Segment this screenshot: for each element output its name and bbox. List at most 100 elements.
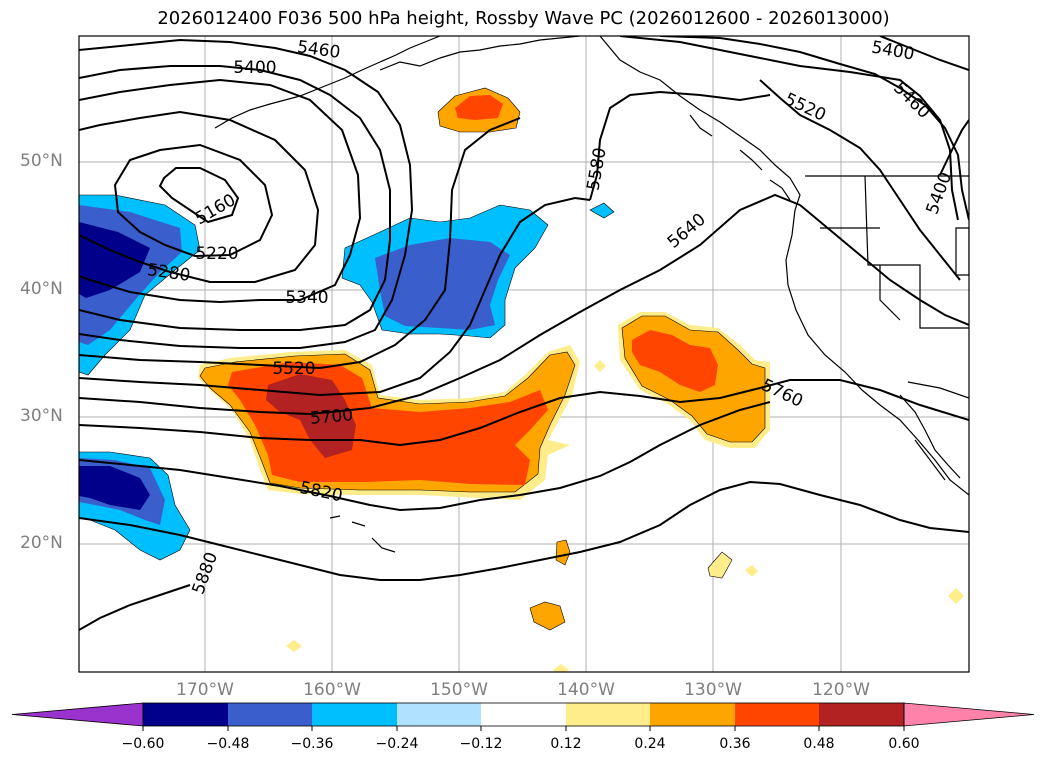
contour-label-5880: 5880 — [189, 550, 223, 597]
colorbar-tick-label: 0.48 — [803, 736, 835, 752]
colorbar-tick-label: −0.36 — [290, 736, 334, 752]
contour-label-5700: 5700 — [309, 405, 354, 429]
shade-pos-blob-4 — [745, 565, 758, 577]
colorbar-tick-label: −0.48 — [206, 736, 250, 752]
contour-east-extra — [879, 36, 969, 71]
lon-label-170w: 170°W — [176, 680, 234, 700]
contour-5820 — [79, 480, 969, 581]
map-area: 5460 5400 5400 5520 5460 5400 5580 5160 … — [79, 36, 969, 672]
contour-label-5580: 5580 — [583, 146, 610, 192]
colorbar-tick-label: −0.12 — [459, 736, 503, 752]
contour-label-5400-west: 5400 — [233, 58, 276, 78]
contour-label-5220: 5220 — [195, 244, 238, 264]
colorbar-segment-3 — [312, 703, 397, 726]
colorbar-tick-label: −0.60 — [121, 736, 165, 752]
shade-neg-small — [589, 202, 615, 219]
shade-pos-blob-7 — [948, 588, 964, 604]
height-contours — [79, 36, 969, 631]
contour-5760 — [79, 401, 771, 512]
contour-label-5520-central: 5520 — [272, 359, 315, 379]
contour-5580 — [79, 196, 591, 397]
contour-5460-west — [79, 38, 414, 349]
contour-label-5400-east: 5400 — [923, 170, 957, 217]
contour-5160 — [158, 167, 240, 224]
lon-label-140w: 140°W — [557, 680, 615, 700]
contour-5220 — [113, 143, 274, 258]
contour-label-5520-northeast: 5520 — [781, 89, 829, 125]
colorbar-tick-label: −0.24 — [375, 736, 419, 752]
contour-east-5400 — [619, 36, 959, 221]
contour-east-5460 — [659, 36, 969, 221]
contour-label-5340: 5340 — [285, 288, 328, 308]
lat-label-30n: 30°N — [20, 406, 63, 426]
lon-label-120w: 120°W — [812, 680, 870, 700]
colorbar-segment-5 — [481, 703, 566, 726]
negative-anomaly-shading — [79, 194, 615, 561]
colorbar-segment-2 — [228, 703, 312, 726]
lon-label-160w: 160°W — [303, 680, 361, 700]
contour-5880 — [79, 584, 191, 631]
contour-5640 — [79, 193, 801, 416]
colorbar — [11, 702, 1035, 731]
positive-anomaly-shading — [198, 87, 964, 672]
contour-east-south — [799, 204, 969, 326]
bc-islands — [689, 114, 791, 201]
contour-5520 — [79, 117, 521, 370]
colorbar-tick-label: 0.12 — [550, 736, 582, 752]
lat-label-50n: 50°N — [20, 151, 63, 171]
contour-east-5520 — [759, 79, 961, 281]
hawaiian-islands — [329, 515, 396, 553]
lat-label-40n: 40°N — [20, 279, 63, 299]
map-title: 2026012400 F036 500 hPa height, Rossby W… — [157, 8, 890, 29]
contour-5700 — [79, 387, 761, 447]
colorbar-segment-4 — [397, 703, 481, 726]
state-line-3 — [955, 227, 969, 276]
contour-label-group: 5460 5400 5400 5520 5460 5400 5580 5160 … — [146, 37, 956, 597]
shade-pos-east-strong — [632, 330, 718, 392]
contour-5760-east — [759, 379, 969, 421]
state-line-1 — [864, 175, 969, 329]
alaska-coast — [379, 36, 581, 71]
colorbar-tick-label: 0.36 — [719, 736, 751, 752]
contour-label-5640: 5640 — [664, 210, 710, 253]
colorbar-segment-6 — [566, 703, 650, 726]
colorbar-segment-1 — [143, 703, 228, 726]
lat-label-20n: 20°N — [20, 533, 63, 553]
shade-pos-blob-1 — [529, 601, 566, 631]
colorbar-tick-label: 0.24 — [634, 736, 666, 752]
shade-pos-central-strong — [228, 362, 548, 485]
shade-pos-blob-6 — [286, 640, 302, 652]
contour-5400-west — [79, 65, 391, 331]
contour-5340 — [79, 78, 362, 304]
coastlines — [214, 36, 969, 553]
colorbar-segment-9 — [819, 703, 904, 726]
map-frame — [78, 35, 970, 673]
aleutian-islands — [214, 36, 441, 129]
contour-label-5460-top: 5460 — [296, 37, 342, 63]
lon-label-130w: 130°W — [684, 680, 742, 700]
contour-5580-north — [589, 90, 771, 201]
contour-label-5460-northeast: 5460 — [889, 78, 934, 123]
baja-peninsula — [899, 394, 961, 481]
shade-neg-south-max — [79, 466, 150, 510]
shade-pos-blob-8 — [553, 664, 569, 672]
colorbar-frame — [142, 702, 905, 727]
shade-pos-north-strong — [455, 95, 503, 120]
colorbar-extend-right — [903, 702, 1035, 727]
mexico-border — [907, 381, 969, 399]
alaska-panhandle — [599, 36, 801, 211]
colorbar-extend-left — [11, 702, 144, 727]
lon-label-150w: 150°W — [430, 680, 488, 700]
contour-label-5160: 5160 — [192, 190, 239, 229]
contour-5280 — [79, 110, 320, 283]
shade-neg-west-max — [79, 222, 150, 298]
colorbar-segment-7 — [650, 703, 735, 726]
shade-pos-blob-3 — [707, 551, 733, 579]
contour-label-5400-northeast: 5400 — [870, 37, 916, 64]
colorbar-tick-label: 0.60 — [888, 736, 920, 752]
colorbar-segment-8 — [735, 703, 819, 726]
shade-pos-blob-5 — [594, 360, 606, 372]
shade-neg-central-strong — [375, 238, 510, 330]
contour-east-5400b — [939, 119, 969, 176]
